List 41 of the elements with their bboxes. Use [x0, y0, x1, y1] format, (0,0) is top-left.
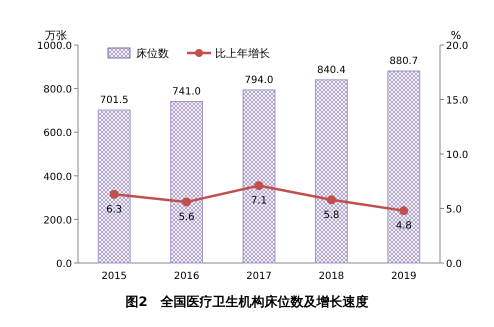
bar: [98, 110, 131, 264]
y-tick-label: 400.0: [43, 172, 72, 183]
x-tick-label: 2016: [174, 271, 200, 282]
legend-label: 比上年增长: [215, 47, 270, 60]
data-label: 5.6: [178, 212, 195, 223]
data-label: 7.1: [251, 196, 267, 207]
bar: [314, 79, 348, 264]
data-label: 794.0: [244, 74, 274, 86]
y-tick-label: 600.0: [43, 128, 72, 140]
y2-tick-label: 20.0: [446, 41, 468, 52]
y2-tick-label: 0.0: [446, 259, 462, 270]
y2-axis-title: %: [450, 29, 462, 42]
bar: [242, 89, 276, 264]
y2-tick-label: 5.0: [446, 204, 462, 216]
y-tick-label: 0.0: [56, 259, 72, 270]
data-label: 840.4: [317, 64, 346, 76]
y-tick-label: 1000.0: [37, 41, 72, 52]
point: [399, 206, 408, 216]
point: [326, 195, 336, 204]
x-tick-label: 2015: [101, 271, 127, 282]
y-tick-label: 800.0: [43, 84, 72, 96]
data-label: 4.8: [396, 220, 412, 232]
x-tick-label: 2018: [318, 271, 344, 282]
text: 图2 全国医疗卫生机构床位数及增长速度: [125, 294, 369, 310]
y2-tick-label: 15.0: [446, 96, 468, 106]
bar: [387, 70, 420, 264]
data-label: 701.5: [100, 95, 129, 106]
legend-label: 床位数: [136, 47, 169, 60]
y-axis-title: 万张: [45, 29, 67, 42]
data-label: 741.0: [172, 86, 201, 98]
data-label: 6.3: [106, 204, 122, 216]
x-tick-label: 2017: [246, 271, 272, 282]
data-label: 5.8: [323, 210, 340, 221]
point: [254, 181, 264, 190]
point: [110, 190, 119, 199]
y-tick-label: 200.0: [43, 215, 72, 226]
data-label: 880.7: [389, 56, 418, 68]
bar: [170, 100, 204, 264]
x-tick-label: 2019: [391, 271, 417, 282]
point: [182, 197, 192, 206]
y2-tick-label: 10.0: [446, 150, 468, 161]
